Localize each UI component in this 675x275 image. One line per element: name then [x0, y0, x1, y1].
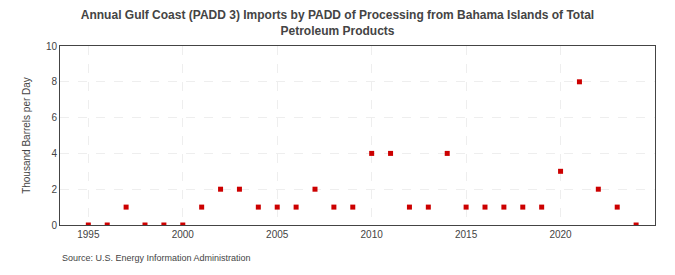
svg-text:2010: 2010 [361, 229, 384, 240]
svg-text:8: 8 [51, 76, 57, 87]
svg-text:10: 10 [46, 41, 58, 52]
svg-text:2000: 2000 [172, 229, 195, 240]
svg-text:2020: 2020 [549, 229, 572, 240]
svg-text:2015: 2015 [455, 229, 478, 240]
svg-text:Thousand Barrels per Day: Thousand Barrels per Day [21, 77, 32, 194]
svg-text:2: 2 [51, 184, 57, 195]
svg-text:4: 4 [51, 148, 57, 159]
svg-text:Source: U.S. Energy Informatio: Source: U.S. Energy Information Administ… [62, 253, 251, 263]
svg-text:6: 6 [51, 112, 57, 123]
svg-text:2005: 2005 [266, 229, 289, 240]
svg-text:Annual Gulf Coast (PADD 3) Imp: Annual Gulf Coast (PADD 3) Imports by PA… [81, 8, 594, 38]
svg-text:0: 0 [51, 220, 57, 231]
svg-text:1995: 1995 [77, 229, 100, 240]
